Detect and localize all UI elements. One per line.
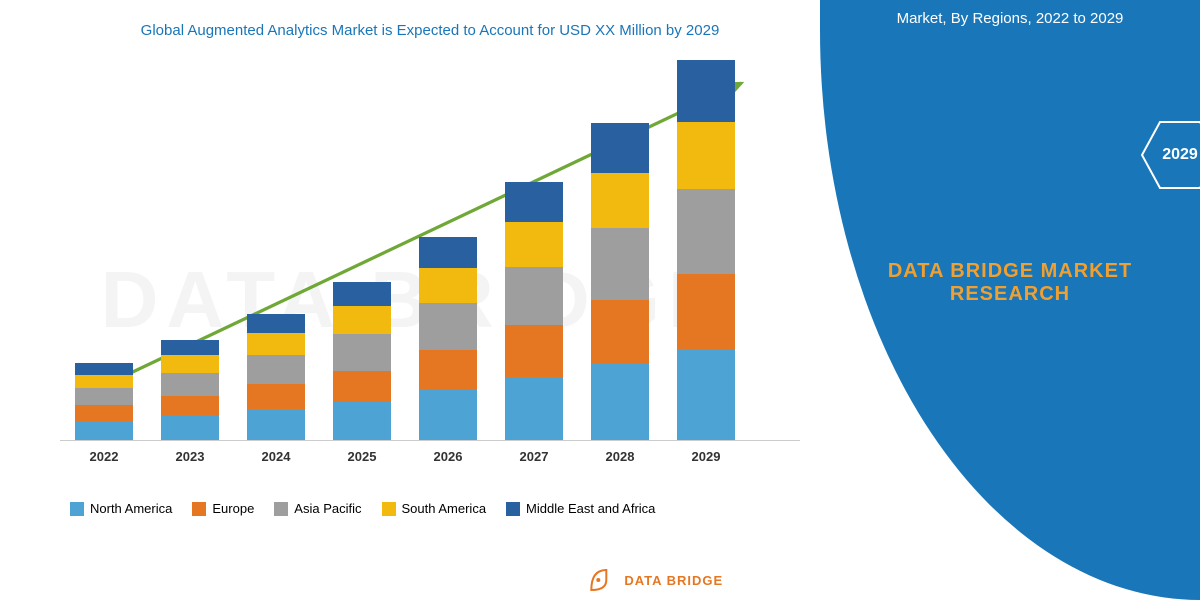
bar-segment [505,377,563,440]
bar-segment [75,375,133,388]
x-axis-label: 2025 [333,449,391,464]
legend-item: North America [70,501,172,516]
bar-segment [161,340,219,355]
x-axis-label: 2027 [505,449,563,464]
stacked-bar [75,363,133,440]
x-axis-label: 2023 [161,449,219,464]
bar-group [247,314,305,440]
hexagon-badge: 2029 [1140,120,1200,190]
bar-segment [75,405,133,420]
bar-group [677,60,735,440]
bar-segment [677,60,735,122]
bar-segment [505,182,563,221]
bar-segment [161,355,219,372]
legend-swatch [70,502,84,516]
stacked-bar [505,182,563,440]
bar-segment [591,123,649,173]
right-panel-title: Market, By Regions, 2022 to 2029 [860,10,1160,27]
stacked-bar [591,123,649,440]
brand-name: DATA BRIDGE MARKET RESEARCH [870,260,1150,306]
bar-segment [419,303,477,349]
right-panel: Market, By Regions, 2022 to 2029 2029202… [830,0,1200,600]
bar-segment [247,384,305,409]
bar-segment [677,189,735,274]
legend-swatch [192,502,206,516]
stacked-bar [247,314,305,440]
legend-item: Middle East and Africa [506,501,655,516]
stacked-bar [161,340,219,440]
legend-item: South America [382,501,487,516]
x-axis-label: 2029 [677,449,735,464]
bar-segment [161,373,219,396]
stacked-bar [333,282,391,440]
bar-segment [677,274,735,349]
bar-segment [419,390,477,440]
bar-group [591,123,649,440]
bar-segment [419,268,477,304]
bar-group [161,340,219,440]
bar-segment [247,409,305,440]
bar-segment [333,371,391,402]
x-axis-label: 2026 [419,449,477,464]
bar-segment [505,267,563,325]
chart-section: DATA BRIDGE Global Augmented Analytics M… [0,0,830,600]
bar-segment [419,350,477,390]
footer-logo: DATA BRIDGE [586,565,723,595]
brand-line-2: RESEARCH [870,283,1150,306]
legend-label: Middle East and Africa [526,501,655,516]
bar-group [75,363,133,440]
bar-segment [677,349,735,440]
bar-segment [591,300,649,363]
main-container: DATA BRIDGE Global Augmented Analytics M… [0,0,1200,600]
bar-segment [333,282,391,306]
bar-segment [333,334,391,371]
legend-label: Europe [212,501,254,516]
bar-group [333,282,391,440]
bar-segment [505,222,563,267]
stacked-bar [419,237,477,440]
bar-segment [505,325,563,377]
bar-segment [75,388,133,405]
bar-segment [75,363,133,375]
bar-group [505,182,563,440]
bar-segment [591,173,649,229]
footer-logo-icon [586,565,616,595]
bar-segment [247,314,305,333]
bar-segment [161,415,219,440]
bar-segment [419,237,477,268]
x-axis-labels: 2022 2023 2024 2025 2026 2027 2028 2029 [60,449,800,464]
bar-segment [333,402,391,440]
bar-segment [247,355,305,384]
x-axis-label: 2022 [75,449,133,464]
legend-item: Asia Pacific [274,501,361,516]
bar-segment [591,228,649,299]
legend-item: Europe [192,501,254,516]
bar-segment [677,122,735,189]
bar-segment [591,363,649,440]
stacked-bar [677,60,735,440]
bars-container [60,61,800,441]
bar-segment [75,421,133,440]
bar-segment [333,306,391,334]
legend-swatch [506,502,520,516]
bar-group [419,237,477,440]
legend-swatch [274,502,288,516]
bar-segment [161,396,219,415]
legend-label: North America [90,501,172,516]
footer-logo-text: DATA BRIDGE [624,573,723,588]
legend: North America Europe Asia Pacific South Ame… [70,501,820,516]
x-axis-label: 2024 [247,449,305,464]
chart-title: Global Augmented Analytics Market is Exp… [40,20,820,41]
bar-segment [247,333,305,355]
chart-area: 2022 2023 2024 2025 2026 2027 2028 2029 [60,61,800,481]
legend-swatch [382,502,396,516]
legend-label: South America [402,501,487,516]
brand-line-1: DATA BRIDGE MARKET [870,260,1150,283]
legend-label: Asia Pacific [294,501,361,516]
x-axis-label: 2028 [591,449,649,464]
